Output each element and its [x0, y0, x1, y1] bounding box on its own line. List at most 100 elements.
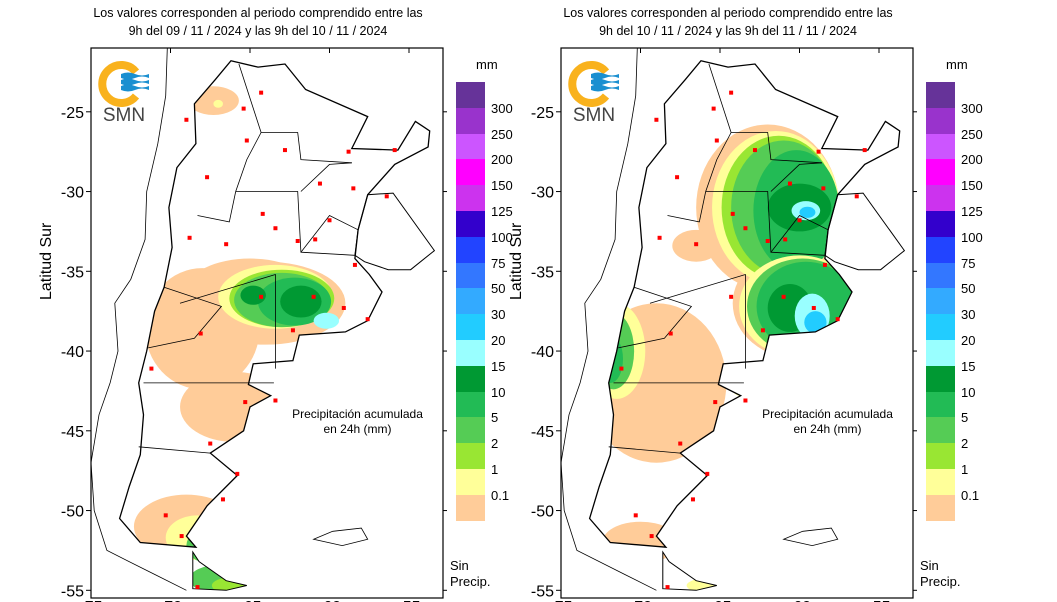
- legend-label: 20: [961, 333, 976, 348]
- legend-swatch: [926, 365, 955, 392]
- station-marker: [241, 106, 246, 111]
- station-marker: [633, 513, 638, 518]
- legend-swatch: [456, 365, 485, 392]
- legend-swatch: [926, 443, 955, 469]
- map-background: [561, 48, 913, 598]
- station-marker: [208, 441, 213, 446]
- precip-area: [280, 285, 322, 318]
- station-marker: [694, 242, 699, 247]
- station-marker: [195, 585, 200, 590]
- station-marker: [184, 117, 189, 122]
- title-line1: Los valores corresponden al periodo comp…: [563, 6, 893, 20]
- chile-coast: [560, 47, 657, 591]
- province-border: [770, 214, 829, 253]
- x-tick-label: -75: [549, 599, 572, 602]
- title-line2: 9h del 09 / 11 / 2024 y las 9h del 10 / …: [128, 24, 388, 38]
- station-marker: [149, 366, 154, 371]
- legend-swatch: [456, 185, 485, 211]
- legend-swatch: [926, 133, 955, 160]
- y-tick-label: -30: [531, 185, 554, 202]
- station-marker: [730, 211, 735, 216]
- legend-swatch: [926, 210, 955, 237]
- station-marker: [290, 328, 295, 333]
- station-marker: [729, 90, 734, 95]
- station-marker: [317, 181, 322, 186]
- legend-label: 250: [961, 126, 983, 142]
- malvinas-islands: [312, 527, 369, 547]
- note-line2: en 24h (mm): [323, 422, 392, 436]
- map-title: Los valores corresponden al periodo comp…: [508, 4, 948, 40]
- station-marker: [352, 262, 357, 267]
- logo-wave: [591, 72, 619, 80]
- no-precip-line1: Sin: [920, 558, 939, 573]
- legend-swatch: [926, 339, 955, 366]
- smn-logo: SMN: [98, 61, 149, 126]
- province-border: [197, 191, 237, 223]
- legend-label: 2: [491, 436, 499, 452]
- station-marker: [351, 186, 356, 191]
- legend-swatch: [926, 236, 955, 263]
- legend-swatch: [926, 185, 955, 211]
- y-axis-label: Latitud Sur: [508, 222, 525, 300]
- precip-area: [313, 312, 340, 329]
- x-tick-label: -55: [397, 599, 420, 602]
- station-marker: [649, 534, 654, 539]
- station-marker: [797, 218, 802, 223]
- x-tick-label: -70: [629, 599, 652, 602]
- uruguay-border: [354, 192, 436, 271]
- station-marker: [260, 211, 265, 216]
- legend-label: 100: [491, 229, 513, 245]
- y-tick-label: -25: [61, 105, 84, 122]
- station-marker: [346, 149, 351, 154]
- y-tick-label: -25: [531, 105, 554, 122]
- legend-swatch: [456, 314, 485, 340]
- legend-swatch: [456, 210, 485, 237]
- station-marker: [654, 117, 659, 122]
- y-tick-label: -50: [531, 504, 554, 521]
- y-tick-label: -35: [61, 264, 84, 281]
- y-tick-label: -45: [61, 424, 84, 441]
- station-marker: [313, 237, 318, 242]
- precipitation-layer: [589, 124, 867, 591]
- legend-label: 30: [961, 307, 976, 323]
- legend-swatch: [456, 288, 485, 315]
- color-legend: 300 250 200 150 125 100 75 50 30 20 15 10 5 2 1 0.1: [456, 82, 513, 521]
- station-marker: [690, 497, 695, 502]
- legend-label: 10: [961, 384, 976, 400]
- legend-swatch: [926, 314, 955, 340]
- title-line1: Los valores corresponden al periodo comp…: [93, 6, 423, 20]
- legend-label: 2: [961, 436, 969, 452]
- station-marker: [711, 106, 716, 111]
- legend-label: 30: [491, 307, 506, 323]
- legend-label: 125: [961, 204, 983, 219]
- y-tick-label: -55: [531, 583, 554, 600]
- legend-unit: mm: [476, 57, 498, 72]
- station-marker: [752, 148, 757, 153]
- y-tick-label: -40: [61, 344, 84, 361]
- legend-label: 15: [961, 358, 976, 374]
- legend-swatch: [926, 159, 955, 186]
- province-border: [148, 286, 223, 349]
- province-border: [770, 162, 822, 192]
- map-note: Precipitación acumulada en 24h (mm): [740, 407, 915, 437]
- no-precip-line1: Sin: [450, 558, 469, 573]
- station-marker: [781, 294, 786, 299]
- logo-wave: [121, 78, 149, 86]
- station-marker: [821, 186, 826, 191]
- y-tick-label: -35: [531, 264, 554, 281]
- station-marker: [295, 238, 300, 243]
- station-marker: [765, 238, 770, 243]
- map-frame: [90, 47, 444, 599]
- station-marker: [259, 294, 264, 299]
- province-border: [300, 214, 359, 253]
- note-line1: Precipitación acumulada: [292, 407, 423, 421]
- station-marker: [327, 218, 332, 223]
- logo-wave: [591, 84, 619, 92]
- logo-sun-ring: [98, 61, 140, 107]
- station-marker: [783, 237, 788, 242]
- y-tick-label: -55: [61, 583, 84, 600]
- logo-text: SMN: [573, 105, 615, 126]
- legend-swatch: [456, 262, 485, 289]
- province-border: [300, 162, 352, 192]
- legend-label: 300: [491, 100, 513, 116]
